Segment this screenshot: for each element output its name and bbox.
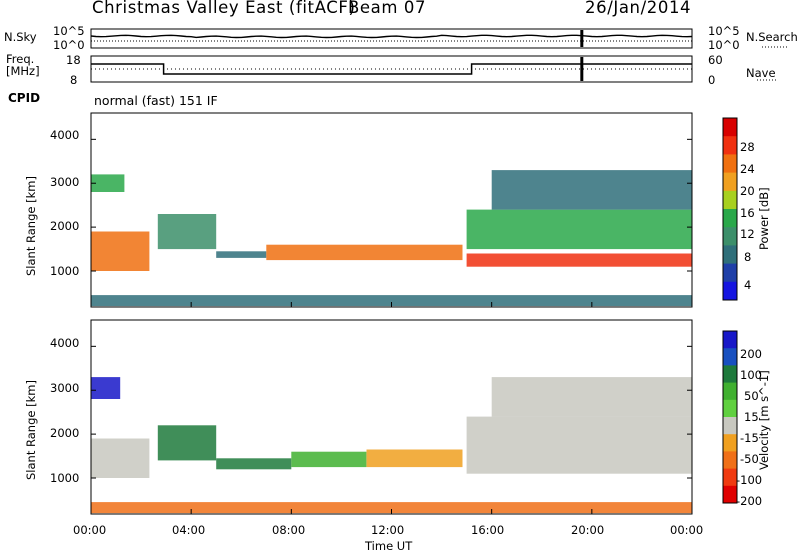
power-echo-band-0 bbox=[91, 231, 150, 271]
velocity-colorbar-segment bbox=[723, 365, 737, 384]
velocity-echo-band-3 bbox=[216, 458, 292, 470]
velocity-echo-band-6 bbox=[466, 416, 692, 474]
power-colorbar-frame bbox=[722, 117, 738, 301]
power-echo-band-8 bbox=[91, 295, 692, 307]
noise-sky-label: N.Sky bbox=[4, 30, 37, 44]
velocity-ytick-3000: 3000 bbox=[50, 381, 80, 395]
vel-cbar-tick-m100: -100 bbox=[736, 473, 763, 487]
power-echo-band-2 bbox=[157, 214, 217, 250]
velocity-colorbar-segment bbox=[723, 399, 737, 418]
velocity-colorbar-segment bbox=[723, 348, 737, 366]
power-colorbar-segment bbox=[723, 154, 737, 174]
noise-panel-frame bbox=[90, 28, 693, 49]
nave-right-tick-top: 60 bbox=[708, 53, 723, 67]
freq-line bbox=[91, 63, 692, 75]
velocity-colorbar-segment bbox=[723, 451, 737, 470]
velocity-echo-band-1 bbox=[91, 438, 150, 478]
freq-label-1: Freq. bbox=[6, 52, 35, 66]
velocity-colorbar-segment bbox=[723, 417, 737, 435]
beam-label: Beam 07 bbox=[348, 0, 427, 17]
velocity-ytick-1000: 1000 bbox=[50, 471, 80, 485]
power-cbar-tick-4: 4 bbox=[744, 278, 752, 292]
velocity-colorbar-segment bbox=[723, 331, 737, 349]
velocity-colorbar-segment bbox=[723, 382, 737, 401]
freq-left-tick-top: 18 bbox=[66, 53, 81, 67]
vel-cbar-tick-15: 15 bbox=[744, 410, 759, 424]
xtick-0800: 08:00 bbox=[272, 523, 306, 537]
velocity-ytick-2000: 2000 bbox=[50, 426, 80, 440]
freq-label-2: [MHz] bbox=[6, 64, 40, 78]
freq-left-tick-bottom: 8 bbox=[70, 73, 78, 87]
power-echo-band-7 bbox=[491, 170, 692, 210]
noise-left-tick-bottom: 10^0 bbox=[53, 38, 85, 52]
noise-sky-line bbox=[90, 34, 693, 39]
power-cbar-tick-12: 12 bbox=[740, 227, 755, 241]
power-colorbar-segment bbox=[723, 172, 737, 192]
power-echo-band-6 bbox=[466, 209, 692, 250]
vel-cbar-tick-200: 200 bbox=[740, 347, 762, 361]
velocity-colorbar-segment bbox=[723, 485, 737, 504]
velocity-echo-band-7 bbox=[491, 377, 692, 417]
xtick-1600: 16:00 bbox=[471, 523, 505, 537]
power-ytick-2000: 2000 bbox=[50, 219, 80, 233]
velocity-echo-band-2 bbox=[157, 425, 217, 461]
vel-cbar-tick-m15: -15 bbox=[740, 431, 759, 445]
power-colorbar-segment bbox=[723, 263, 737, 283]
power-echo-band-4 bbox=[266, 244, 463, 261]
xtick-1200: 12:00 bbox=[371, 523, 405, 537]
velocity-echo-band-4 bbox=[291, 451, 367, 468]
velocity-echo-band-5 bbox=[366, 449, 463, 468]
power-colorbar-segment bbox=[723, 245, 737, 265]
power-colorbar-segment bbox=[723, 281, 737, 301]
vel-cbar-tick-50: 50 bbox=[744, 389, 759, 403]
vel-cbar-tick-m50: -50 bbox=[740, 452, 759, 466]
vel-cbar-tick-m200: -200 bbox=[736, 494, 763, 508]
xtick-2000: 20:00 bbox=[571, 523, 605, 537]
velocity-echo-band-0 bbox=[91, 377, 121, 399]
power-ytick-3000: 3000 bbox=[50, 175, 80, 189]
power-cbar-tick-24: 24 bbox=[740, 162, 755, 176]
noise-right-tick-bottom: 10^0 bbox=[708, 38, 740, 52]
vel-cbar-tick-100: 100 bbox=[740, 368, 762, 382]
nave-label: Nave bbox=[746, 66, 776, 80]
velocity-colorbar-segment bbox=[723, 468, 737, 487]
power-ytick-1000: 1000 bbox=[50, 264, 80, 278]
xtick-2400: 00:00 bbox=[670, 523, 704, 537]
velocity-colorbar-frame bbox=[722, 330, 738, 504]
power-cbar-tick-8: 8 bbox=[744, 250, 752, 264]
cpid-value: normal (fast) 151 IF bbox=[94, 93, 218, 108]
noise-left-tick-top: 10^5 bbox=[53, 24, 85, 38]
velocity-echo-band-8 bbox=[91, 502, 692, 514]
power-cbar-tick-20: 20 bbox=[740, 184, 755, 198]
plot-title: Christmas Valley East (fitACF) bbox=[92, 0, 356, 17]
power-echo-band-5 bbox=[466, 253, 692, 267]
power-colorbar-segment bbox=[723, 118, 737, 137]
power-colorbar-segment bbox=[723, 190, 737, 210]
power-cbar-tick-28: 28 bbox=[740, 140, 755, 154]
velocity-ytick-4000: 4000 bbox=[50, 336, 80, 350]
power-echo-band-1 bbox=[91, 174, 125, 192]
noise-search-label: N.Search bbox=[746, 30, 798, 44]
power-ytick-4000: 4000 bbox=[50, 128, 80, 142]
power-colorbar-segment bbox=[723, 227, 737, 246]
date-label: 26/Jan/2014 bbox=[585, 0, 692, 17]
power-colorbar-segment bbox=[723, 136, 737, 155]
velocity-colorbar-segment bbox=[723, 434, 737, 452]
noise-right-tick-top: 10^5 bbox=[708, 24, 740, 38]
cpid-label: CPID bbox=[8, 91, 41, 105]
power-colorbar-segment bbox=[723, 209, 737, 228]
x-axis-label: Time UT bbox=[365, 539, 413, 553]
power-cbar-tick-16: 16 bbox=[740, 206, 755, 220]
nave-right-tick-bottom: 0 bbox=[708, 73, 716, 87]
xtick-0400: 04:00 bbox=[172, 523, 206, 537]
xtick-0000: 00:00 bbox=[73, 523, 107, 537]
power-echo-band-3 bbox=[216, 251, 267, 258]
